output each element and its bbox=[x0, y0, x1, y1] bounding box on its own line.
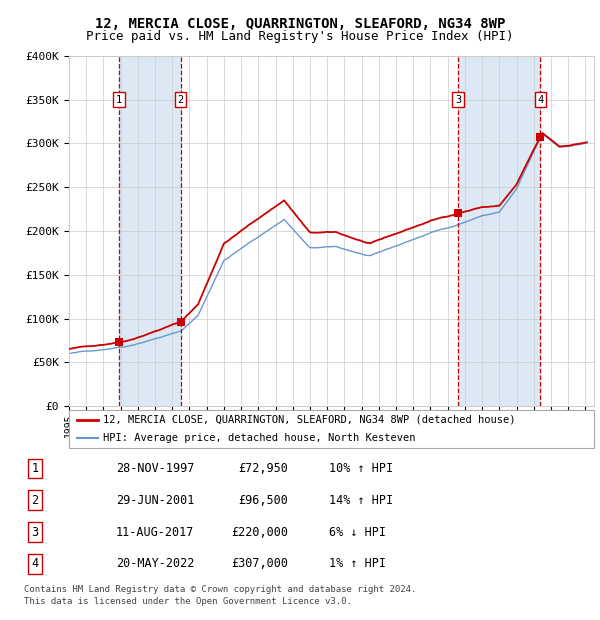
Text: This data is licensed under the Open Government Licence v3.0.: This data is licensed under the Open Gov… bbox=[24, 597, 352, 606]
FancyBboxPatch shape bbox=[69, 410, 594, 448]
Bar bbox=[458, 56, 540, 406]
Text: 20-MAY-2022: 20-MAY-2022 bbox=[116, 557, 194, 570]
Text: 3: 3 bbox=[455, 95, 461, 105]
Text: 28-NOV-1997: 28-NOV-1997 bbox=[116, 462, 194, 475]
Text: 1: 1 bbox=[31, 462, 38, 475]
Text: 6% ↓ HPI: 6% ↓ HPI bbox=[329, 526, 386, 539]
Text: 12, MERCIA CLOSE, QUARRINGTON, SLEAFORD, NG34 8WP (detached house): 12, MERCIA CLOSE, QUARRINGTON, SLEAFORD,… bbox=[103, 415, 515, 425]
Text: 2: 2 bbox=[31, 494, 38, 507]
Text: 14% ↑ HPI: 14% ↑ HPI bbox=[329, 494, 393, 507]
Text: £220,000: £220,000 bbox=[232, 526, 289, 539]
Text: 4: 4 bbox=[537, 95, 544, 105]
Text: 29-JUN-2001: 29-JUN-2001 bbox=[116, 494, 194, 507]
Text: £72,950: £72,950 bbox=[239, 462, 289, 475]
Text: 1: 1 bbox=[116, 95, 122, 105]
Text: £96,500: £96,500 bbox=[239, 494, 289, 507]
Text: 12, MERCIA CLOSE, QUARRINGTON, SLEAFORD, NG34 8WP: 12, MERCIA CLOSE, QUARRINGTON, SLEAFORD,… bbox=[95, 17, 505, 32]
Text: HPI: Average price, detached house, North Kesteven: HPI: Average price, detached house, Nort… bbox=[103, 433, 416, 443]
Text: Contains HM Land Registry data © Crown copyright and database right 2024.: Contains HM Land Registry data © Crown c… bbox=[24, 585, 416, 594]
Text: £307,000: £307,000 bbox=[232, 557, 289, 570]
Text: 2: 2 bbox=[178, 95, 184, 105]
Text: 3: 3 bbox=[31, 526, 38, 539]
Text: 11-AUG-2017: 11-AUG-2017 bbox=[116, 526, 194, 539]
Text: 1% ↑ HPI: 1% ↑ HPI bbox=[329, 557, 386, 570]
Text: Price paid vs. HM Land Registry's House Price Index (HPI): Price paid vs. HM Land Registry's House … bbox=[86, 30, 514, 43]
Text: 10% ↑ HPI: 10% ↑ HPI bbox=[329, 462, 393, 475]
Bar bbox=[119, 56, 181, 406]
Text: 4: 4 bbox=[31, 557, 38, 570]
